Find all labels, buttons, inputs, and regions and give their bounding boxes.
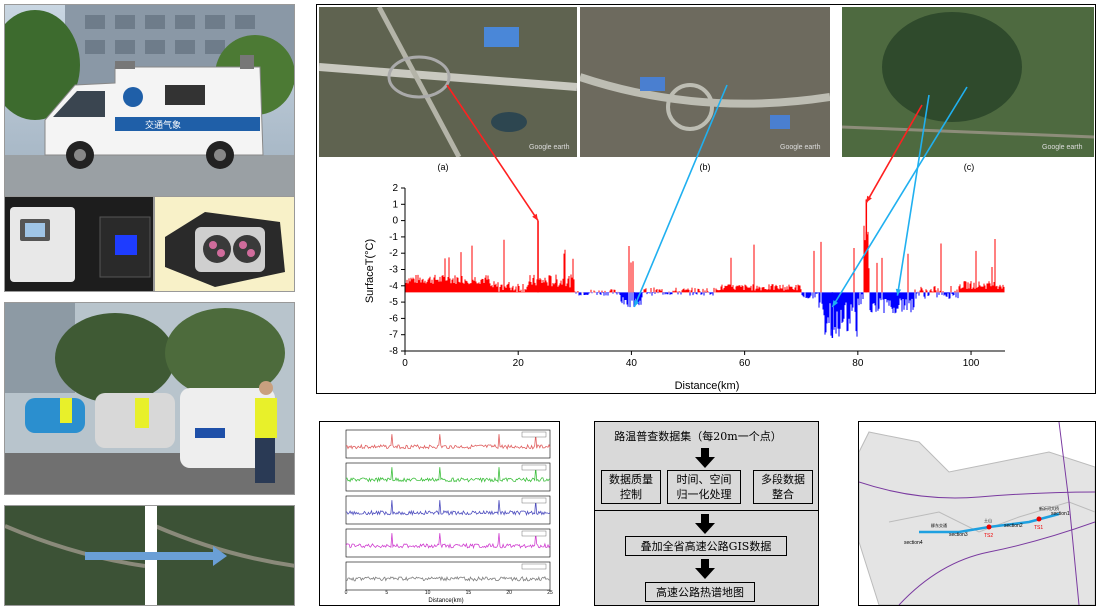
series-line (345, 467, 551, 484)
x-tick-label: 100 (963, 358, 980, 369)
x-tick-label: 40 (626, 358, 638, 369)
x-tick-label: 80 (852, 358, 864, 369)
section4-label: section4 (904, 540, 923, 546)
y-tick-label: -5 (389, 297, 398, 308)
series-frame (345, 495, 551, 525)
route-map-panel: TS2 TS1 section1 section2 section3 secti… (858, 421, 1096, 606)
flow-divider (595, 510, 818, 511)
arrow-b (633, 84, 728, 308)
watermark-a: Google earth (529, 144, 570, 151)
watermark-b: Google earth (780, 144, 821, 151)
small-x-axis-label: Distance(km) (428, 598, 463, 604)
y-tick-label: -3 (389, 265, 398, 276)
caption-c: (c) (964, 162, 975, 172)
small-x-tick-label: 5 (385, 590, 388, 596)
flow-right-line2: 整合 (772, 488, 794, 501)
satellite-image-c: Google earth (842, 7, 1094, 157)
series-line (345, 575, 550, 582)
series-line (345, 500, 551, 517)
flow-integration: 多段数据 整合 (753, 470, 813, 504)
flow-right-line1: 多段数据 (761, 473, 805, 486)
van-photo: 交通气象 (5, 5, 294, 196)
series-legend (521, 497, 547, 504)
flow-gis-overlay: 叠加全省高速公路GIS数据 (625, 536, 787, 556)
flow-left-line1: 数据质量 (609, 473, 653, 486)
flow-quality-control: 数据质量 控制 (601, 470, 661, 504)
surface-temperature-chart: (a) (b) (c) 2 1 0 -1 -2 -3 -4 -5 -6 -7 -8 0 20 40 60 80… (364, 84, 1005, 392)
y-axis-label: SurfaceT(°C) (364, 239, 376, 303)
y-tick-label: -4 (389, 281, 398, 292)
caption-a: (a) (438, 162, 449, 172)
down-arrow-icon (695, 559, 715, 579)
place-tushan: 土山 (984, 517, 992, 523)
arrow-a-head (532, 213, 539, 221)
station-ts2: TS2 (984, 533, 993, 539)
series-frame (345, 528, 551, 558)
watermark-c: Google earth (1042, 144, 1083, 151)
small-x-tick-label: 15 (466, 590, 472, 596)
flow-top-label: 路温普查数据集（每20m一个点） (614, 429, 782, 443)
series-frame (345, 462, 551, 492)
flow-normalization: 时间、空间归一化处理 (667, 470, 741, 504)
series-frame (345, 561, 551, 591)
y-tick-label: 1 (392, 199, 398, 210)
series-legend (521, 530, 547, 537)
series-legend (521, 431, 547, 438)
small-x-tick-label: 25 (547, 590, 553, 596)
section3-label: section3 (949, 532, 968, 538)
flow-mid-line2: 归一化处理 (676, 488, 732, 501)
x-tick-label: 20 (513, 358, 525, 369)
route-map: TS2 TS1 section1 section2 section3 secti… (859, 422, 1095, 605)
arrow-c-blue2 (896, 94, 930, 296)
y-tick-label: 2 (392, 183, 398, 194)
section1-label: section1 (1051, 511, 1070, 517)
flow-left-line2: 控制 (620, 488, 642, 501)
device-photo-2 (154, 196, 295, 292)
team-photo (4, 302, 295, 495)
small-x-tick-label: 0 (345, 590, 348, 596)
arrow-c-blue1-head (832, 300, 839, 307)
flow-mid-line1: 时间、空间 (676, 473, 732, 486)
van-photo-panel: 交通气象 (4, 4, 295, 197)
section2-label: section2 (1004, 523, 1023, 529)
series-line (345, 533, 551, 550)
station-ts1: TS1 (1034, 525, 1043, 531)
van-side-text: 交通气象 (145, 119, 181, 130)
y-tick-label: -8 (389, 346, 398, 357)
multi-series-chart-panel: 0 5 10 15 20 25 Distance(km) (319, 421, 560, 606)
x-tick-label: 60 (739, 358, 751, 369)
down-arrow-icon (695, 448, 715, 468)
y-tick-label: -6 (389, 313, 398, 324)
satellite-image-a: Google earth (319, 7, 577, 157)
small-x-tick-label: 20 (506, 590, 512, 596)
device-photo-1 (4, 196, 154, 292)
y-tick-label: 0 (392, 216, 398, 227)
satellite-image-b: Google earth (580, 7, 830, 157)
arrow-c-red (865, 104, 923, 204)
series-frame (345, 429, 551, 459)
series-line (345, 434, 551, 450)
place-liudong: 柳东交通 (931, 522, 947, 528)
caption-b: (b) (700, 162, 711, 172)
arrow-c-red-head (866, 195, 872, 203)
series-legend (521, 563, 547, 570)
x-axis-label: Distance(km) (675, 380, 740, 392)
arrow-c-blue2-head (895, 288, 902, 296)
main-chart-panel: Google earth Google earth Google earth (… (316, 4, 1096, 394)
flowchart-panel: 路温普查数据集（每20m一个点） 数据质量控制 时间、空间归一化处理 多段数据整… (594, 421, 819, 606)
down-arrow-icon (695, 514, 715, 534)
place-bridge: 新沂河大桥 (1039, 505, 1059, 511)
flow-heat-map: 高速公路热谱地图 (645, 582, 755, 602)
x-tick-label: 0 (402, 358, 408, 369)
y-tick-label: -1 (389, 232, 398, 243)
multi-series-chart: 0 5 10 15 20 25 Distance(km) (345, 429, 553, 604)
arrow-c-blue1 (831, 86, 968, 308)
y-tick-label: -2 (389, 248, 398, 259)
arrow-b-head (634, 299, 640, 307)
y-tick-label: -7 (389, 330, 398, 341)
small-x-tick-label: 10 (425, 590, 431, 596)
road-satellite-photo (4, 505, 295, 606)
arrow-a (446, 84, 539, 222)
series-legend (521, 464, 547, 471)
